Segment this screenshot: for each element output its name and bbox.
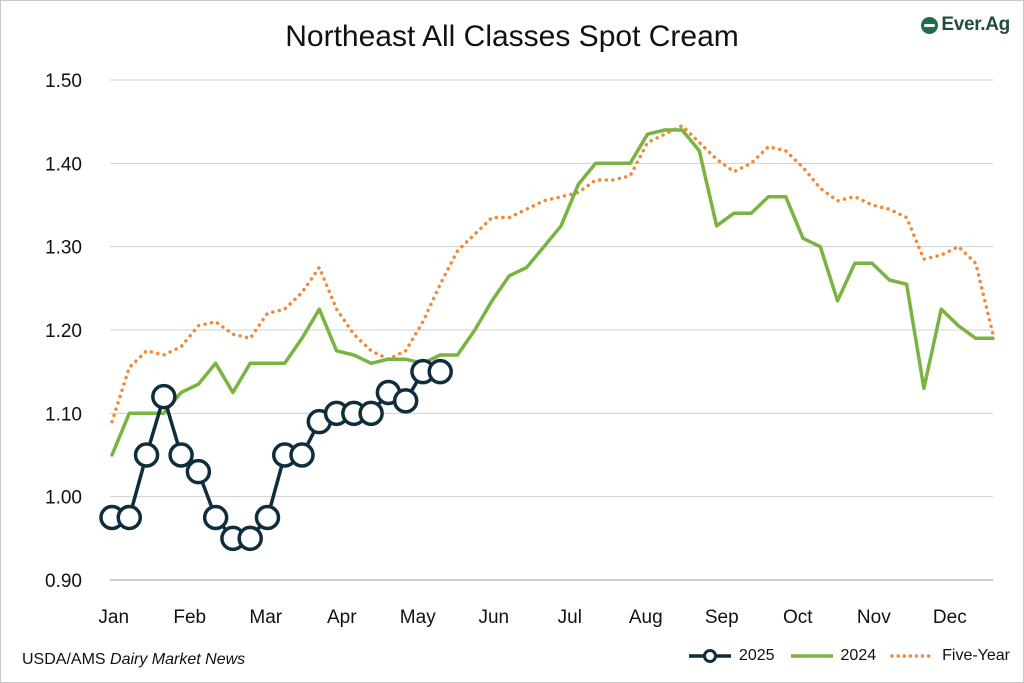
data-point-2025 [237, 525, 263, 552]
x-tick-label: Feb [173, 607, 206, 628]
y-tick-label: 1.50 [45, 71, 82, 92]
series-line-five-year [110, 124, 995, 424]
legend-swatch-2024 [790, 654, 833, 658]
x-tick-label: Apr [327, 607, 357, 628]
x-tick-label: Jun [478, 607, 509, 628]
series-line-2024 [110, 128, 995, 457]
data-point-2025 [133, 442, 160, 468]
series-markers [99, 358, 453, 552]
y-axis-tick-labels: 0.90 1.00 1.10 1.20 1.30 1.40 1.50 [45, 71, 82, 592]
chart-title: Northeast All Classes Spot Cream [285, 20, 739, 53]
data-point-2025 [254, 504, 281, 531]
gridlines [110, 79, 993, 581]
y-tick-label: 1.30 [45, 238, 82, 259]
x-tick-label: Aug [629, 607, 663, 628]
x-tick-label: Oct [783, 607, 813, 628]
y-tick-label: 1.00 [45, 488, 82, 509]
legend-swatch-five-year [890, 654, 936, 658]
ever-ag-logo-text: Ever.Ag [941, 14, 1010, 35]
legend-label-five-year: Five-Year [942, 647, 1010, 664]
x-tick-label: Sep [705, 607, 739, 628]
data-point-2025 [427, 358, 453, 385]
x-tick-label: Dec [933, 607, 967, 628]
x-tick-label: May [400, 607, 436, 628]
chart-legend: 2025 2024 Five-Year [687, 647, 1010, 665]
y-tick-label: 1.10 [45, 404, 82, 425]
x-tick-label: Jan [98, 607, 129, 628]
legend-label-2025: 2025 [738, 647, 775, 664]
y-tick-label: 0.90 [45, 571, 82, 592]
data-point-2025 [168, 442, 194, 468]
legend-label-2024: 2024 [840, 647, 877, 664]
ever-ag-logo: Ever.Ag [921, 14, 1010, 36]
legend-item-2025: 2025 [687, 647, 775, 665]
data-point-2025 [202, 504, 229, 531]
data-point-2025 [116, 504, 143, 531]
ever-ag-logo-icon [921, 16, 939, 34]
source-publication: Dairy Market News [110, 651, 246, 668]
data-point-2025 [185, 458, 212, 485]
legend-swatch-2025 [688, 649, 731, 663]
source-prefix: USDA/AMS [22, 651, 111, 668]
legend-item-2024: 2024 [789, 647, 877, 665]
x-tick-label: Jul [558, 607, 582, 628]
data-point-2025 [358, 400, 384, 427]
series-lines [110, 124, 995, 541]
data-point-2025 [289, 442, 315, 468]
y-tick-label: 1.40 [45, 154, 82, 175]
x-axis-tick-labels: Jan Feb Mar Apr May Jun Jul Aug Sep Oct Nov Dec [98, 607, 966, 628]
legend-item-five-year: Five-Year [890, 647, 1010, 665]
source-note: USDA/AMS Dairy Market News [22, 651, 245, 669]
x-tick-label: Nov [857, 607, 891, 628]
x-tick-label: Mar [249, 607, 282, 628]
data-point-2025 [392, 388, 419, 414]
data-point-2025 [151, 383, 177, 410]
y-tick-label: 1.20 [45, 321, 82, 342]
